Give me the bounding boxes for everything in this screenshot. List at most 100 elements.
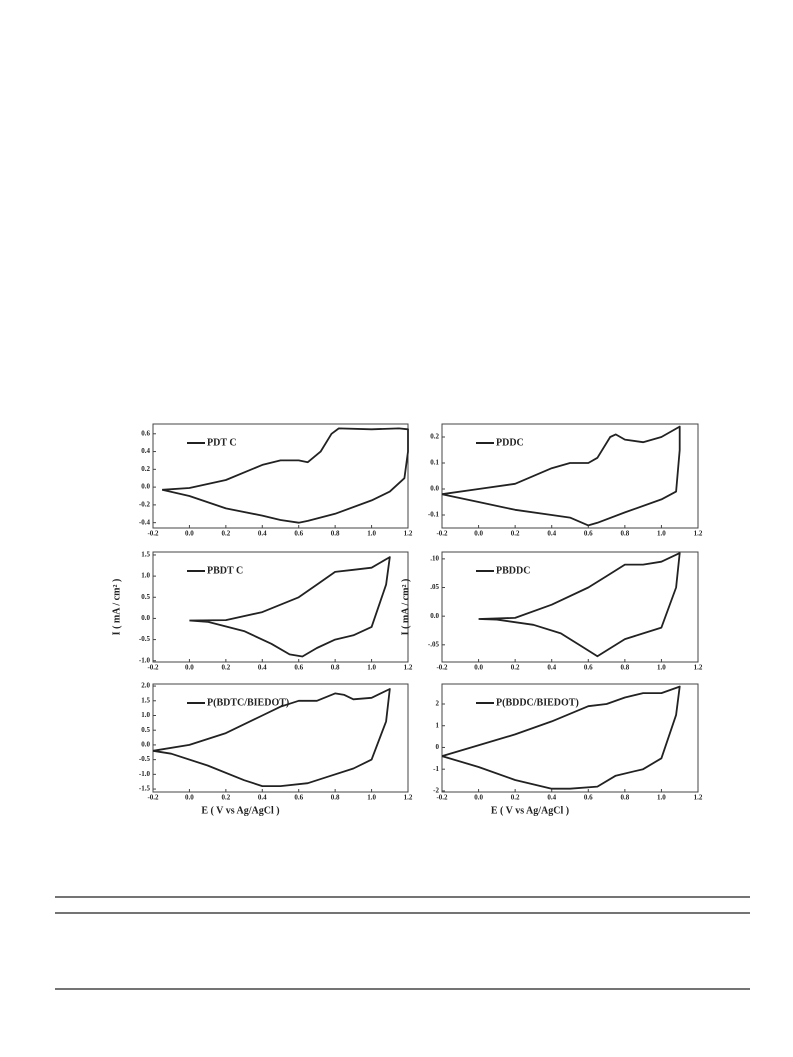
x-tick-label: 0.8 [331, 664, 340, 672]
x-tick-label: 0.4 [547, 664, 556, 672]
x-tick-label: 0.6 [584, 794, 593, 802]
x-tick-label: 0.8 [620, 530, 629, 538]
x-tick-label: -0.2 [436, 664, 448, 672]
x-tick-label: -0.2 [436, 794, 448, 802]
y-tick-label: 1 [436, 721, 440, 729]
y-tick-label: 0.0 [430, 612, 439, 620]
x-tick-label: 1.2 [404, 794, 413, 802]
y-tick-label: .05 [430, 583, 439, 591]
y-tick-label: 1.5 [141, 551, 150, 559]
x-tick-label: 0.2 [221, 664, 230, 672]
y-tick-label: 0.0 [141, 614, 150, 622]
x-tick-label: 0.0 [474, 664, 483, 672]
y-tick-label: 0.2 [141, 465, 150, 473]
x-tick-label: 0.2 [221, 794, 230, 802]
x-tick-label: 0.0 [474, 530, 483, 538]
y-tick-label: 0.6 [141, 429, 150, 437]
x-tick-label: 0.6 [294, 664, 303, 672]
y-axis-label: I ( mA / cm² ) [111, 579, 122, 636]
y-tick-label: .10 [430, 554, 439, 562]
legend-label: PBDDC [496, 565, 530, 576]
x-tick-label: 0.8 [331, 794, 340, 802]
x-tick-label: 0.0 [185, 664, 194, 672]
x-tick-label: 0.0 [185, 530, 194, 538]
y-axis-label: I ( mA / cm² ) [400, 579, 411, 636]
x-tick-label: -0.2 [147, 794, 159, 802]
x-tick-label: 0.6 [294, 530, 303, 538]
plot-frame [441, 683, 699, 793]
cv-curve [441, 685, 681, 790]
x-tick-label: -0.2 [147, 664, 159, 672]
x-tick-label: 0.6 [294, 794, 303, 802]
cv-curve [478, 552, 681, 658]
x-tick-label: 0.6 [584, 664, 593, 672]
y-tick-label: -1 [433, 765, 439, 773]
x-tick-label: 1.2 [694, 664, 703, 672]
y-tick-label: -0.4 [139, 518, 151, 526]
x-tick-label: 0.2 [221, 530, 230, 538]
y-tick-label: 0.5 [141, 593, 150, 601]
y-tick-label: 0 [436, 743, 440, 751]
legend-label: P(BDTC/BIEDOT) [207, 697, 289, 708]
y-tick-label: -0.1 [428, 511, 440, 519]
y-tick-label: -2 [433, 787, 439, 795]
x-tick-label: 0.4 [258, 530, 267, 538]
y-tick-label: -1.5 [139, 785, 151, 793]
x-tick-label: 0.2 [511, 664, 520, 672]
x-tick-label: 0.8 [331, 530, 340, 538]
x-tick-label: 1.0 [657, 794, 666, 802]
legend-label: P(BDDC/BIEDOT) [496, 697, 579, 708]
y-tick-label: 2 [436, 700, 440, 708]
y-tick-label: 0.4 [141, 447, 150, 455]
x-axis-label: E ( V vs Ag/AgCl ) [201, 805, 279, 816]
cv-curve [152, 688, 391, 787]
x-tick-label: 1.0 [367, 794, 376, 802]
x-tick-label: -0.2 [436, 530, 448, 538]
legend-label: PDT C [207, 437, 237, 448]
y-tick-label: -1.0 [139, 770, 151, 778]
y-tick-label: 0.1 [430, 459, 439, 467]
x-tick-label: 0.4 [258, 794, 267, 802]
x-tick-label: 1.2 [404, 664, 413, 672]
y-tick-label: 0.5 [141, 726, 150, 734]
x-tick-label: 0.8 [620, 664, 629, 672]
x-tick-label: 1.0 [657, 530, 666, 538]
y-tick-label: 0.0 [141, 741, 150, 749]
x-tick-label: 1.2 [404, 530, 413, 538]
cv-curve [441, 425, 681, 527]
y-tick-label: 0.2 [430, 433, 439, 441]
y-tick-label: 2.0 [141, 682, 150, 690]
y-tick-label: -0.5 [139, 635, 151, 643]
x-tick-label: -0.2 [147, 530, 159, 538]
y-tick-label: -1.0 [139, 656, 151, 664]
x-tick-label: 0.4 [547, 530, 556, 538]
y-tick-label: 0.0 [430, 485, 439, 493]
plot-frame [441, 423, 699, 529]
plot-frame [152, 423, 409, 529]
y-tick-label: 1.5 [141, 696, 150, 704]
x-tick-label: 0.4 [258, 664, 267, 672]
x-tick-label: 1.2 [694, 530, 703, 538]
y-tick-label: -0.2 [139, 500, 151, 508]
plot-frame [152, 683, 409, 793]
x-tick-label: 0.4 [547, 794, 556, 802]
x-tick-label: 0.2 [511, 794, 520, 802]
x-tick-label: 0.0 [185, 794, 194, 802]
x-tick-label: 0.2 [511, 530, 520, 538]
cv-curve [189, 556, 391, 658]
x-tick-label: 1.0 [367, 530, 376, 538]
x-tick-label: 1.2 [694, 794, 703, 802]
plot-frame [441, 551, 699, 663]
x-tick-label: 0.6 [584, 530, 593, 538]
x-tick-label: 0.8 [620, 794, 629, 802]
y-tick-label: 0.0 [141, 483, 150, 491]
y-tick-label: -.05 [428, 640, 440, 648]
y-tick-label: 1.0 [141, 572, 150, 580]
legend-label: PBDT C [207, 565, 243, 576]
x-tick-label: 0.0 [474, 794, 483, 802]
legend-label: PDDC [496, 437, 524, 448]
x-tick-label: 1.0 [367, 664, 376, 672]
plot-frame [152, 551, 409, 663]
